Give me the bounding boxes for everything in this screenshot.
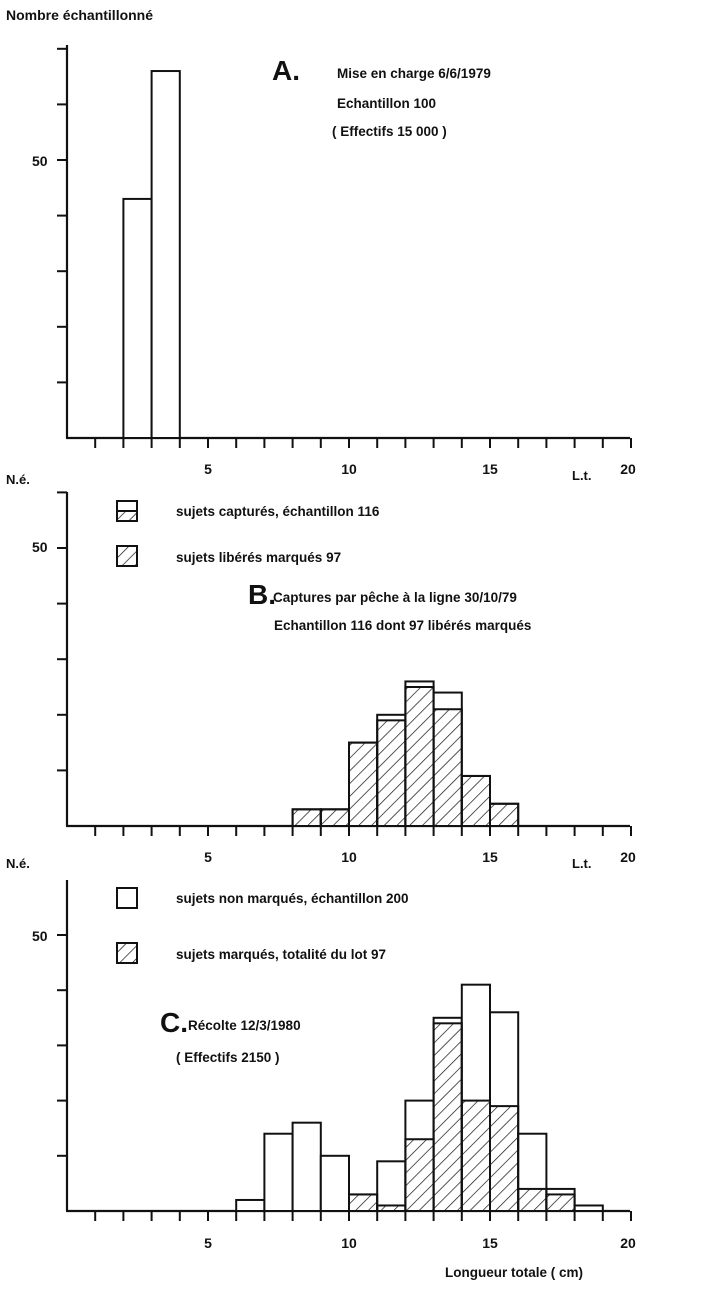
x-axis-short-label-a: L.t. [572,468,592,483]
x-tick-label-10-b: 10 [341,849,357,865]
bar-b-s1-14 [460,774,491,828]
x-tick-label-5-b: 5 [204,849,212,865]
legend-swatch-unmarked [116,887,138,909]
panel-c-stock: ( Effectifs 2150 ) [176,1050,280,1065]
bar-b-s1-13 [432,708,463,827]
bar-c-s0-6 [235,1198,266,1212]
panel-b-sample: Echantillon 116 dont 97 libérés marqués [274,618,531,633]
legend-swatch-released [116,545,138,567]
panel-b-letter: B. [248,579,276,610]
legend-unmarked-label: sujets non marqués, échantillon 200 [176,891,409,906]
bar-b-s1-9 [319,808,350,828]
legend-released-label: sujets libérés marqués 97 [176,550,341,565]
x-tick-label-10-c: 10 [341,1235,357,1251]
bar-c-s1-11 [376,1204,407,1212]
x-tick-label-10-a: 10 [341,461,357,477]
panel-a: 50 5 10 15 20 L.t. A. Mise en charge 6/6… [32,45,636,483]
legend-swatch-marked [116,942,138,964]
ticks-a [57,47,632,448]
x-tick-label-5-c: 5 [204,1235,212,1251]
x-tick-label-15-a: 15 [482,461,498,477]
bar-b-s1-12 [404,686,435,827]
bar-c-s1-13 [432,1022,463,1212]
y-tick-label-50-c: 50 [32,928,48,944]
panel-a-letter: A. [272,55,300,86]
ticks-c [57,934,632,1221]
x-tick-label-5-a: 5 [204,461,212,477]
bar-c-s1-10 [348,1193,379,1212]
panel-b: 50 5 10 15 20 L.t. sujets capturés, écha… [32,491,636,871]
x-tick-label-15-b: 15 [482,849,498,865]
y-axis-short-label-b: N.é. [6,472,30,487]
bar-a-s0-2 [122,197,153,439]
bar-c-s1-12 [404,1138,435,1212]
panel-a-stock: ( Effectifs 15 000 ) [332,124,447,139]
bar-c-s0-8 [291,1121,322,1213]
x-tick-label-20-a: 20 [620,461,636,477]
x-tick-label-20-b: 20 [620,849,636,865]
bar-b-s1-11 [376,719,407,827]
x-tick-label-20-c: 20 [620,1235,636,1251]
y-axis-short-label-c: N.é. [6,856,30,871]
panel-b-title: Captures par pêche à la ligne 30/10/79 [273,590,517,605]
panel-c-letter: C. [160,1007,188,1038]
bar-c-s0-11 [376,1160,407,1212]
legend-swatch-captured-hatch [116,510,138,522]
x-axis-title: Longueur totale ( cm) [445,1265,583,1280]
x-axis-short-label-b: L.t. [572,856,592,871]
bar-b-s1-10 [348,741,379,827]
bar-c-s1-14 [460,1099,491,1212]
bar-c-s1-16 [517,1187,548,1213]
ticks-b [57,491,632,836]
bar-b-s1-15 [489,802,520,828]
y-tick-label-50-b: 50 [32,539,48,555]
bar-c-s0-18 [573,1204,604,1212]
panel-c: 50 5 10 15 20 Longueur totale ( cm) suje… [32,880,636,1280]
bar-b-s1-8 [291,808,322,828]
y-axis-title: Nombre échantillonné [6,7,153,23]
bar-c-s1-15 [489,1105,520,1212]
bar-c-s1-17 [545,1193,576,1212]
bars-a [122,70,181,439]
panel-a-sample: Echantillon 100 [337,96,436,111]
bar-a-s0-3 [150,70,181,439]
panel-a-title: Mise en charge 6/6/1979 [337,66,491,81]
panel-c-title: Récolte 12/3/1980 [188,1018,301,1033]
legend-marked-label: sujets marqués, totalité du lot 97 [176,947,386,962]
bar-c-s0-9 [319,1154,350,1213]
bar-c-s0-7 [263,1132,294,1212]
x-tick-label-15-c: 15 [482,1235,498,1251]
y-tick-label-50-a: 50 [32,153,48,169]
bars-b [291,680,520,828]
bars-c [235,983,604,1213]
legend-captured-label: sujets capturés, échantillon 116 [176,504,380,519]
